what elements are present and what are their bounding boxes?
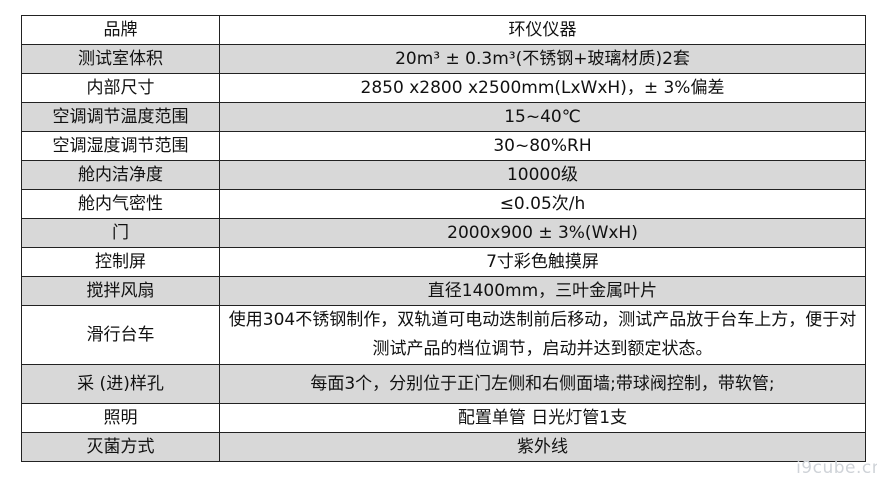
table-row: 采 (进)样孔 每面3个，分别位于正门左侧和右侧面墙;带球阀控制，带软管; — [21, 364, 866, 404]
table-row: 门 2000x900 ± 3%(WxH) — [21, 218, 866, 248]
table-row: 照明 配置单管 日光灯管1支 — [21, 403, 866, 433]
row-value: 每面3个，分别位于正门左侧和右侧面墙;带球阀控制，带软管; — [219, 364, 866, 404]
row-value: 10000级 — [219, 160, 866, 190]
row-key: 滑行台车 — [21, 305, 220, 365]
row-value: 使用304不锈钢制作，双轨道可电动迭制前后移动，测试产品放于台车上方，便于对测试… — [219, 305, 866, 365]
row-value: 直径1400mm，三叶金属叶片 — [219, 276, 866, 306]
row-value: ≤0.05次/h — [219, 189, 866, 219]
row-value: 7寸彩色触摸屏 — [219, 247, 866, 277]
row-value: 环仪仪器 — [219, 15, 866, 45]
row-key: 控制屏 — [21, 247, 220, 277]
row-key: 空调湿度调节范围 — [21, 131, 220, 161]
spec-table: 品牌 环仪仪器 测试室体积 20m³ ± 0.3m³(不锈钢+玻璃材质)2套 内部尺… — [21, 15, 866, 462]
table-row: 控制屏 7寸彩色触摸屏 — [21, 247, 866, 277]
table-row: 内部尺寸 2850 x2800 x2500mm(LxWxH)，± 3%偏差 — [21, 73, 866, 103]
table-row: 搅拌风扇 直径1400mm，三叶金属叶片 — [21, 276, 866, 306]
row-key: 采 (进)样孔 — [21, 364, 220, 404]
row-value: 30~80%RH — [219, 131, 866, 161]
row-key: 照明 — [21, 403, 220, 433]
row-key: 舱内气密性 — [21, 189, 220, 219]
table-row: 舱内洁净度 10000级 — [21, 160, 866, 190]
row-key: 测试室体积 — [21, 44, 220, 74]
table-row: 舱内气密性 ≤0.05次/h — [21, 189, 866, 219]
row-key: 门 — [21, 218, 220, 248]
row-key: 内部尺寸 — [21, 73, 220, 103]
row-key: 搅拌风扇 — [21, 276, 220, 306]
table-row: 品牌 环仪仪器 — [21, 15, 866, 45]
row-value: 15~40℃ — [219, 102, 866, 132]
row-value: 配置单管 日光灯管1支 — [219, 403, 866, 433]
row-key: 品牌 — [21, 15, 220, 45]
row-value: 2000x900 ± 3%(WxH) — [219, 218, 866, 248]
row-key: 空调调节温度范围 — [21, 102, 220, 132]
table-row: 空调湿度调节范围 30~80%RH — [21, 131, 866, 161]
row-value: 2850 x2800 x2500mm(LxWxH)，± 3%偏差 — [219, 73, 866, 103]
row-value: 紫外线 — [219, 432, 866, 462]
table-row: 测试室体积 20m³ ± 0.3m³(不锈钢+玻璃材质)2套 — [21, 44, 866, 74]
row-value: 20m³ ± 0.3m³(不锈钢+玻璃材质)2套 — [219, 44, 866, 74]
table-row: 灭菌方式 紫外线 — [21, 432, 866, 462]
row-key: 舱内洁净度 — [21, 160, 220, 190]
table-row: 空调调节温度范围 15~40℃ — [21, 102, 866, 132]
row-key: 灭菌方式 — [21, 432, 220, 462]
table-row: 滑行台车 使用304不锈钢制作，双轨道可电动迭制前后移动，测试产品放于台车上方，便… — [21, 305, 866, 365]
watermark: i9cube.cn — [796, 458, 877, 478]
